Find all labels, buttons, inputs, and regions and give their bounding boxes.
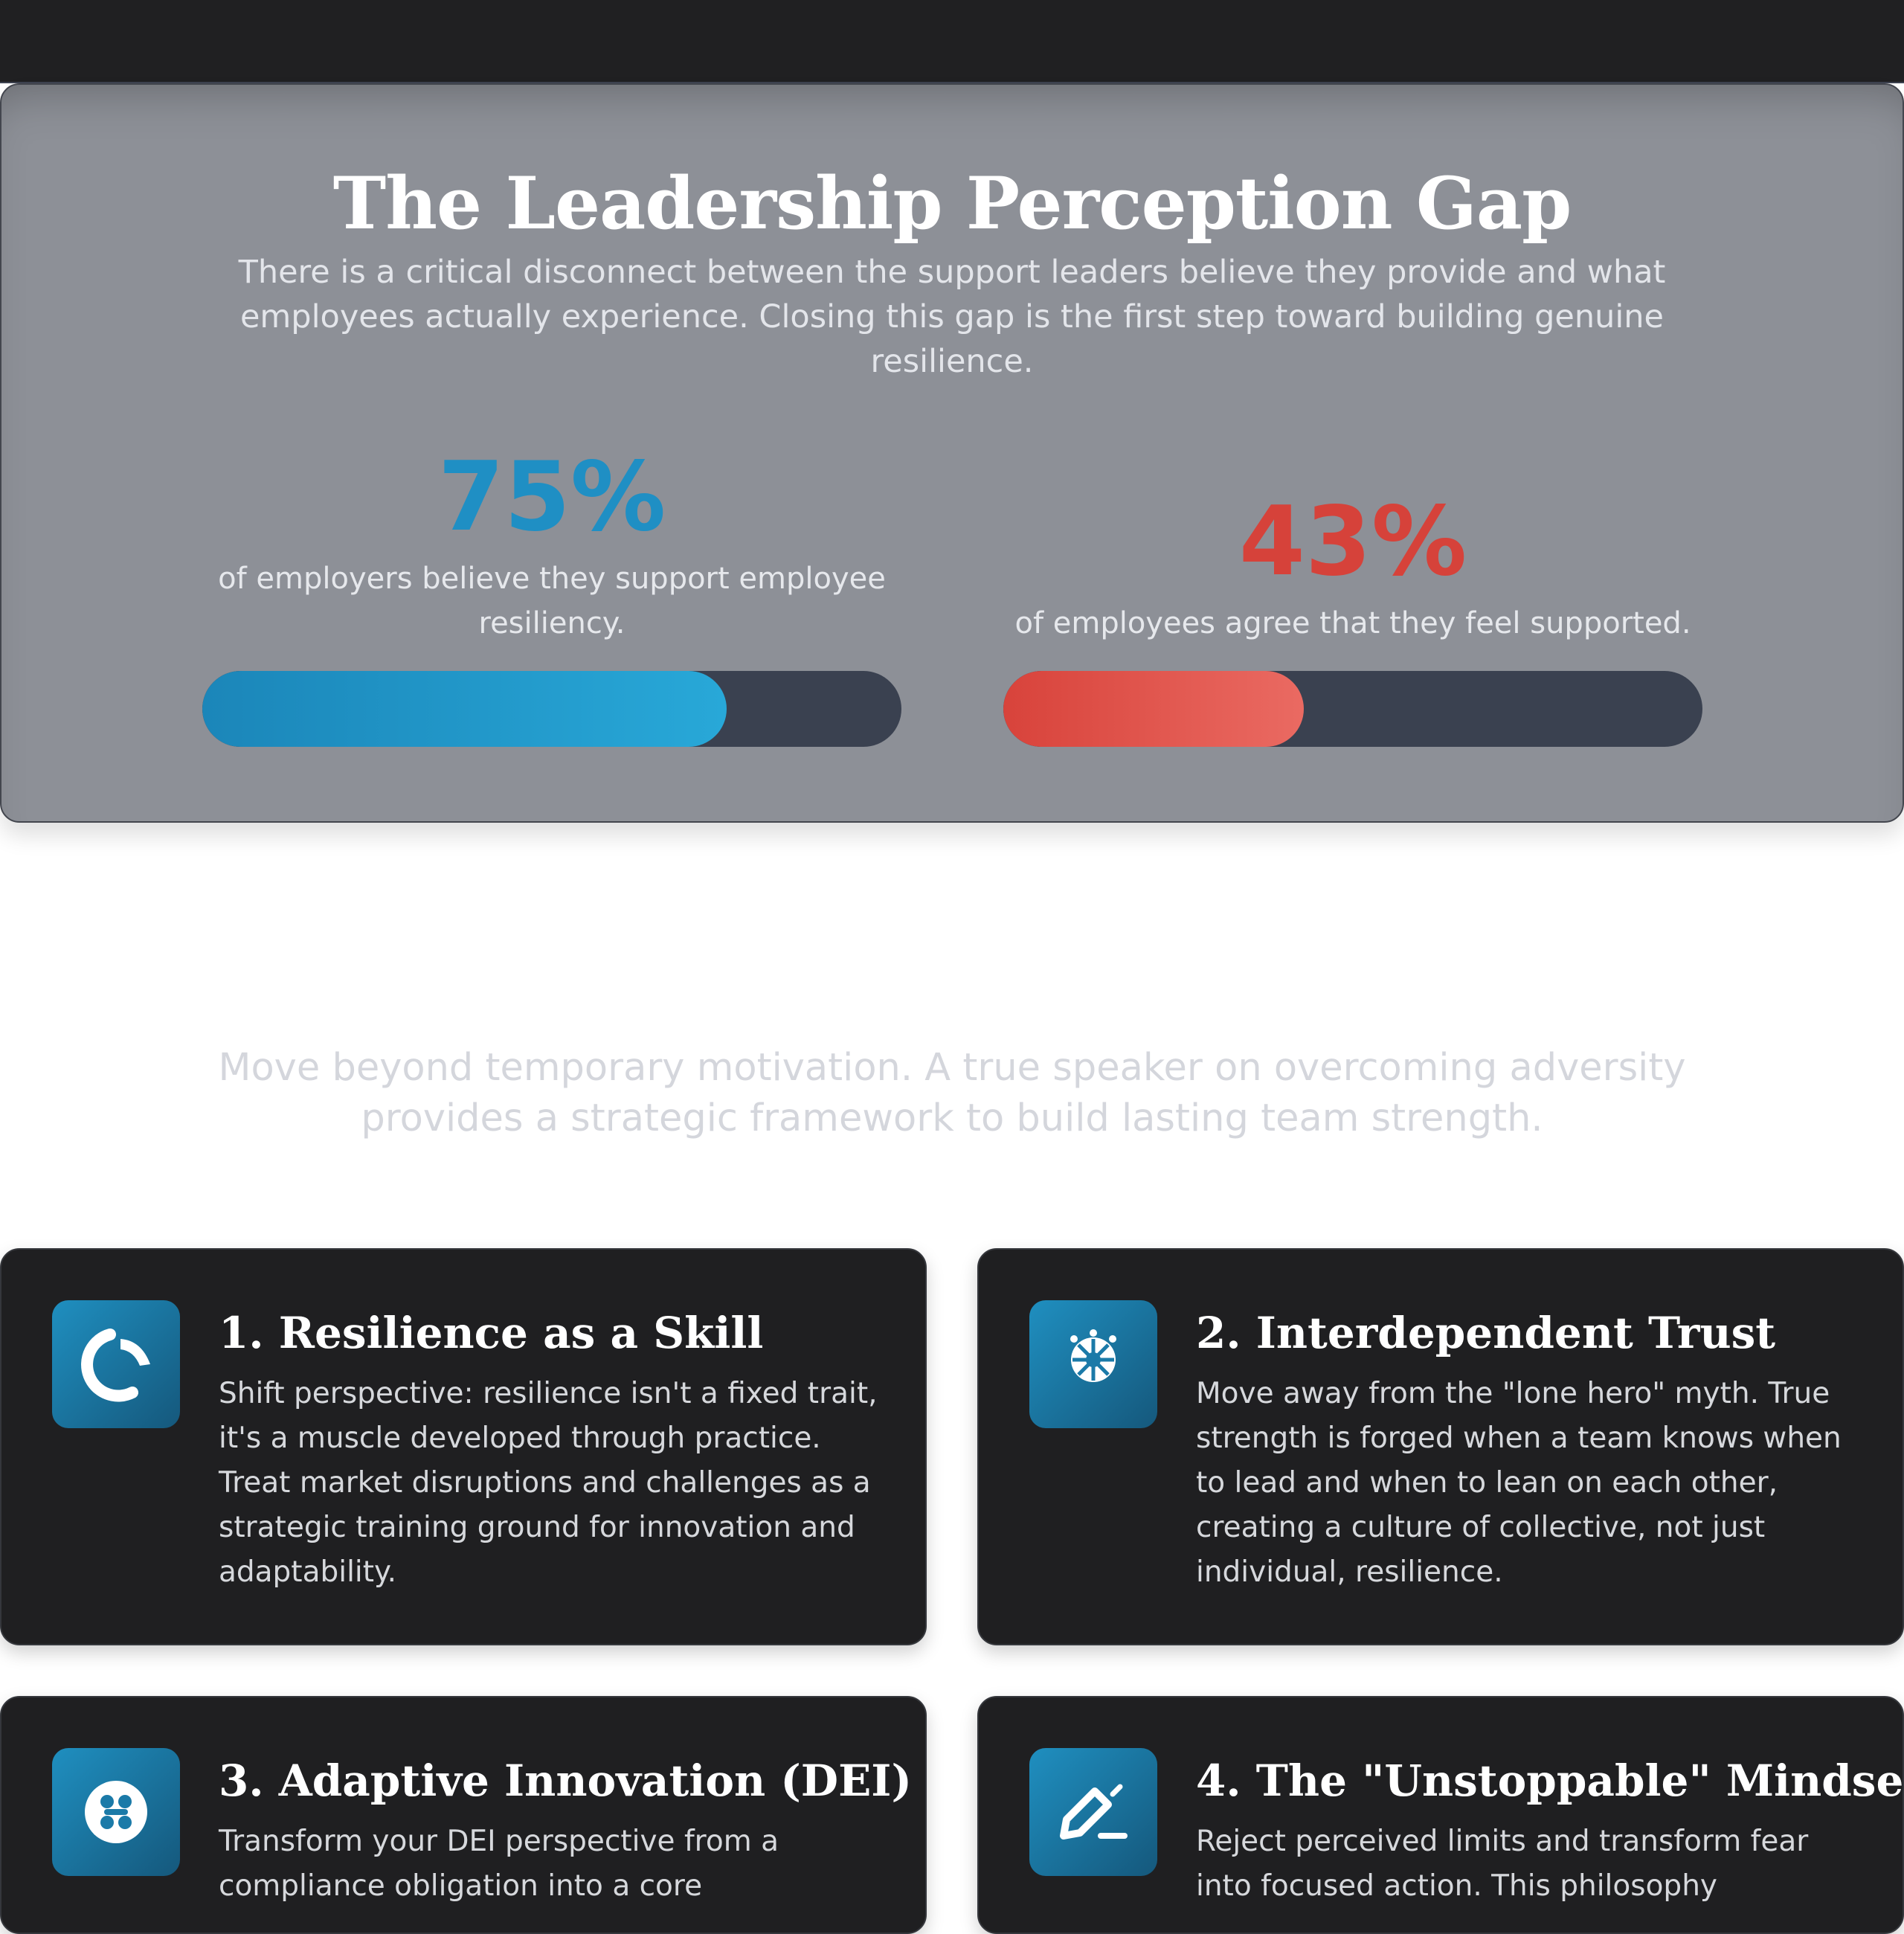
gap-title: The Leadership Perception Gap [332, 161, 1572, 245]
employee-stat-label: of employees agree that they feel suppor… [1014, 606, 1691, 640]
pencil-edit-icon [1029, 1748, 1157, 1876]
card-title: 4. The "Unstoppable" Mindset [1196, 1755, 1904, 1806]
card-body: Move away from the "lone hero" myth. Tru… [1196, 1377, 1842, 1589]
employee-progress-bar [1003, 671, 1702, 747]
employer-stat-label: of employers believe they support employ… [218, 562, 886, 640]
employer-progress-bar [202, 671, 901, 747]
employee-progress-fill [1003, 671, 1305, 747]
team-circle-icon [1029, 1300, 1157, 1428]
card-body: Reject perceived limits and transform fe… [1196, 1825, 1809, 1903]
card-title: 2. Interdependent Trust [1196, 1308, 1776, 1358]
employee-stat-value: 43% [1238, 486, 1467, 597]
card-title: 1. Resilience as a Skill [219, 1308, 764, 1358]
employer-stat-value: 75% [437, 442, 666, 553]
employer-progress-fill [202, 671, 727, 747]
top-navigation-bar [0, 0, 1904, 83]
card-body: Transform your DEI perspective from a co… [219, 1825, 779, 1903]
framework-card-resilience: 1. Resilience as a Skill Shift perspecti… [0, 1248, 927, 1645]
diversity-dots-icon [52, 1748, 180, 1876]
framework-card-innovation: 3. Adaptive Innovation (DEI) Transform y… [0, 1696, 927, 1934]
perception-gap-panel: The Leadership Perception Gap There is a… [0, 83, 1904, 823]
framework-intro-text: Move beyond temporary motivation. A true… [218, 1046, 1686, 1140]
gap-description: There is a critical disconnect between t… [238, 254, 1666, 380]
card-body: Shift perspective: resilience isn't a fi… [219, 1377, 878, 1589]
card-title: 3. Adaptive Innovation (DEI) [219, 1755, 912, 1806]
framework-card-mindset: 4. The "Unstoppable" Mindset Reject perc… [977, 1696, 1904, 1934]
framework-card-trust: 2. Interdependent Trust Move away from t… [977, 1248, 1904, 1645]
arc-arrow-icon [52, 1300, 180, 1428]
